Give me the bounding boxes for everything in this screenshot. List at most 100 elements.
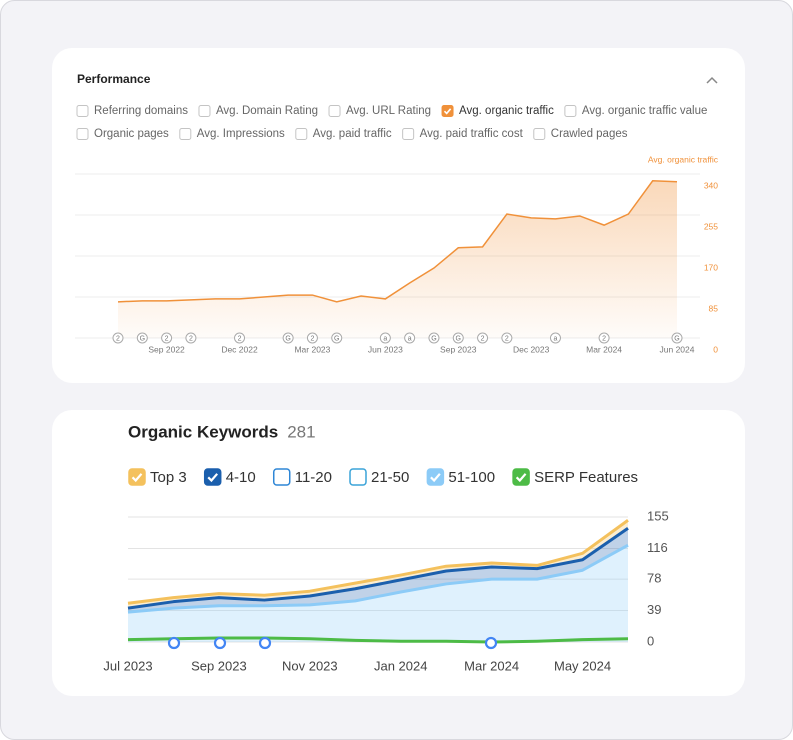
option-label[interactable]: Avg. URL Rating [346,105,431,117]
option-label[interactable]: Avg. paid traffic cost [420,128,524,140]
annotation-label: G [674,335,679,342]
legend-checkbox[interactable] [349,468,367,486]
annotation-marker[interactable] [501,332,513,344]
option-label[interactable]: Avg. paid traffic [313,128,392,140]
check-mark [131,473,143,483]
annotation-marker[interactable] [671,332,683,344]
option-label[interactable]: Organic pages [94,128,169,140]
x-tick-label: Jul 2023 [103,658,152,673]
legend-checkbox[interactable] [272,468,291,486]
y-tick-label: 39 [647,602,661,617]
annotation-label: G [456,335,461,342]
checkbox[interactable] [76,128,89,140]
stacked-line [127,519,629,605]
x-tick-label: Dec 2023 [513,344,550,354]
check-mark [515,473,527,483]
legend-checkbox[interactable] [512,468,530,486]
annotation-label: 2 [310,335,314,342]
annotation-label: 2 [481,335,485,342]
annotation-marker[interactable] [112,332,124,344]
y-tick-label: 255 [704,221,718,231]
option-label[interactable]: Avg. organic traffic value [582,105,708,117]
x-tick-label: Mar 2023 [294,344,330,354]
x-tick-label: Mar 2024 [464,658,519,673]
x-tick-label: Nov 2023 [282,658,338,673]
annotation-marker[interactable] [379,332,391,344]
y-axis-label: Avg. organic traffic [648,154,719,164]
annotation-label: a [554,335,558,342]
card-title: Organic Keywords [128,422,278,441]
stacked-area [128,545,628,642]
annotation-marker[interactable] [452,332,464,344]
stacked-line [127,543,629,614]
checkbox[interactable] [441,105,454,117]
x-tick-label: Dec 2022 [221,344,258,354]
x-tick-label: Jan 2024 [374,658,428,673]
x-tick-label: Jun 2024 [660,344,695,354]
x-tick-label: Sep 2023 [440,344,477,354]
collapse-button[interactable] [706,76,718,84]
line [117,179,678,303]
checkbox[interactable] [198,105,211,117]
option-label[interactable]: Avg. organic traffic [459,105,554,117]
checkbox[interactable] [76,105,89,117]
annotation-marker[interactable] [306,332,318,344]
annotation-marker[interactable] [598,332,610,344]
y-tick-label: 78 [647,571,661,586]
legend-label[interactable]: 51-100 [448,469,495,486]
keyword-count: 281 [287,422,315,441]
annotation-marker[interactable] [161,332,173,344]
x-tick-label: Sep 2022 [148,344,185,354]
checkbox[interactable] [402,128,415,140]
card-title: Performance [77,72,151,86]
annotation-label: 2 [189,335,193,342]
check-mark [207,473,219,483]
option-label[interactable]: Avg. Domain Rating [216,105,318,117]
option-label[interactable]: Crawled pages [551,128,628,140]
legend-checkbox[interactable] [128,468,146,486]
checkbox[interactable] [564,105,577,117]
annotation-marker[interactable] [428,332,440,344]
annotation-marker[interactable] [404,332,416,344]
legend-label[interactable]: Top 3 [150,469,187,486]
annotation-marker[interactable] [136,332,148,344]
y-tick-label: 85 [709,303,719,313]
y-tick-label: 0 [647,633,654,648]
option-label[interactable]: Avg. Impressions [197,128,285,140]
annotation-marker[interactable] [549,332,561,344]
annotation-marker[interactable] [185,332,197,344]
stacked-line [127,527,629,610]
y-tick-label: 170 [704,262,718,272]
legend-checkbox[interactable] [203,468,222,486]
y-tick-label: 0 [713,344,718,354]
annotation-label: a [408,335,412,342]
check-mark [443,108,452,115]
annotation-label: G [431,335,436,342]
checkbox[interactable] [533,128,546,140]
checkbox[interactable] [295,128,308,140]
legend-label[interactable]: 11-20 [295,469,332,486]
stacked-area [128,520,628,609]
annotation-label: G [334,335,339,342]
annotation-marker[interactable] [282,332,294,344]
annotation-marker[interactable] [331,332,343,344]
checkbox[interactable] [328,105,341,117]
google-update-markers [167,636,498,650]
area [118,180,677,338]
legend-label[interactable]: 21-50 [371,469,409,486]
annotation-label: 2 [238,335,242,342]
legend-label[interactable]: 4-10 [226,469,256,486]
annotation-label: 2 [505,335,509,342]
y-tick-label: 340 [704,180,718,190]
annotation-marker[interactable] [477,332,489,344]
annotation-marker[interactable] [234,332,246,344]
x-tick-label: Jun 2023 [368,344,403,354]
checkbox[interactable] [179,128,192,140]
legend-label[interactable]: SERP Features [534,469,638,486]
annotation-label: 2 [165,335,169,342]
legend-checkbox[interactable] [426,468,445,486]
y-tick-label: 116 [647,540,668,555]
y-tick-label: 155 [647,508,669,523]
option-label[interactable]: Referring domains [94,105,188,117]
line [127,636,629,644]
